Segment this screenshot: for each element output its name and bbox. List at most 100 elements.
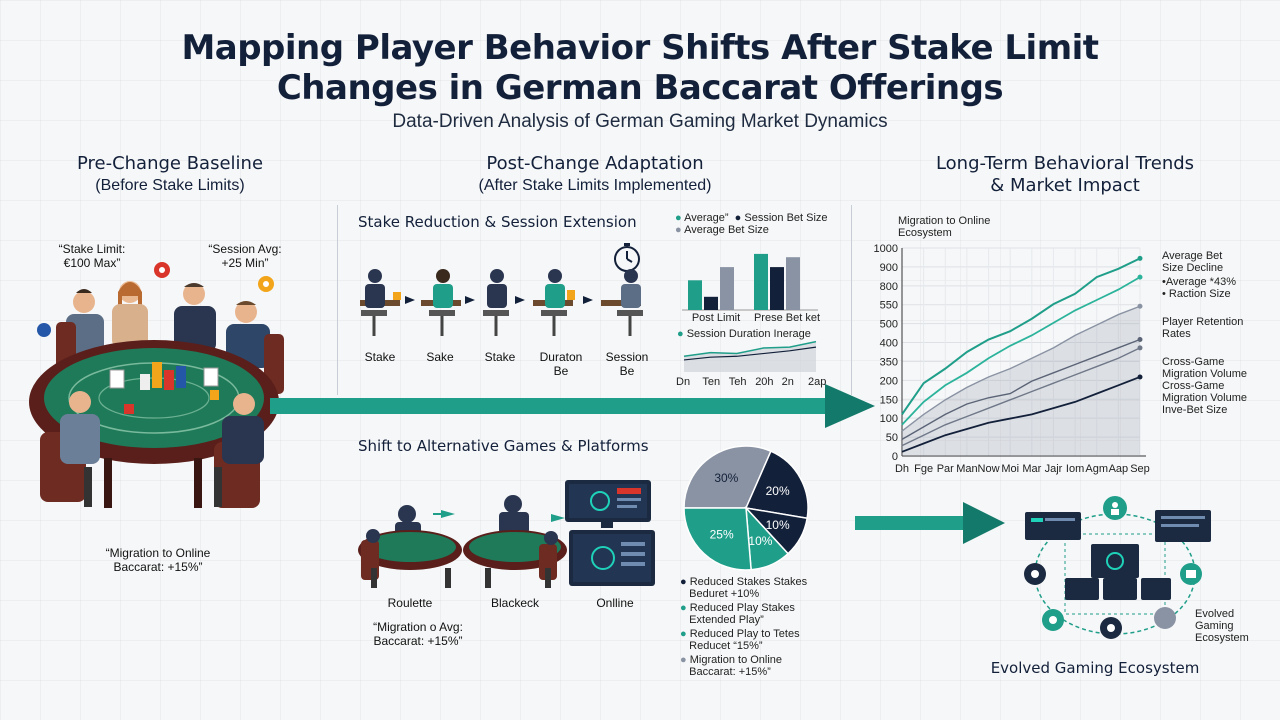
trend-line <box>901 347 1141 447</box>
x-tick-label: Agm <box>1085 463 1108 475</box>
game-label-online: Onlline <box>596 596 634 610</box>
x-tick-label: 2n <box>781 376 794 388</box>
y-tick-label: 200 <box>880 375 898 387</box>
middle-section-heading: Post-Change Adaptation (After Stake Limi… <box>430 153 760 197</box>
y-tick-label: 0 <box>892 451 898 463</box>
trend-chart-label-line-2: Ecosystem <box>898 227 952 239</box>
chip-stacks <box>124 362 219 414</box>
page-subtitle: Data-Driven Analysis of German Gaming Ma… <box>392 111 888 132</box>
trend-line <box>901 257 1141 415</box>
middle-heading-line-2: (After Stake Limits Implemented) <box>478 177 712 194</box>
x-tick-label: Jajr <box>1045 463 1063 475</box>
dashboard-screen-icon <box>1025 512 1081 540</box>
panel-alternative-games-title: Shift to Alternative Games & Platforms <box>358 437 649 455</box>
x-tick-label: Man <box>956 463 977 475</box>
ecosystem-side-label: Evolved Gaming Ecosystem <box>1195 608 1249 644</box>
casino-table-illustration <box>29 262 284 508</box>
session-duration-line <box>683 340 817 358</box>
session-duration-area <box>684 341 816 372</box>
y-tick-label: 500 <box>880 319 898 331</box>
y-tick-label: 550 <box>880 300 898 312</box>
trend-endpoint <box>1137 345 1143 351</box>
pie-legend-item: ● Reduced Play to Tetes Reducet “15%” <box>680 628 800 652</box>
x-tick-label: Now <box>978 463 1000 475</box>
pie-slice-label: 10% <box>766 518 790 532</box>
seated-figure-3 <box>483 269 509 336</box>
stake-sequence-illustration <box>360 269 643 336</box>
left-heading-line-2: (Before Stake Limits) <box>95 177 245 194</box>
x-tick-label: Iom <box>1066 463 1084 475</box>
y-tick-label: 50 <box>886 432 898 444</box>
y-tick-label: 150 <box>880 394 898 406</box>
bar <box>770 267 784 310</box>
playing-card-icon <box>203 367 219 387</box>
y-tick-label: 400 <box>880 338 898 350</box>
pie-legend-item: ● Migration to Online Baccarat: +15%” <box>680 654 783 678</box>
pie-slice <box>683 445 772 509</box>
x-tick-label: Dh <box>895 463 909 475</box>
middle-heading-line-1: Post-Change Adaptation <box>486 153 704 174</box>
central-monitor-icon <box>1091 544 1139 578</box>
trend-line <box>901 338 1141 440</box>
session-duration-legend: ● Session Duration Inerage <box>677 328 811 340</box>
transition-arrow-icon <box>270 384 875 428</box>
x-tick-label: Ten <box>702 376 721 388</box>
y-tick-label: 1000 <box>874 243 898 255</box>
alternative-games-illustration <box>358 480 655 588</box>
behavior-pie-chart: 30% 20% 10% 10% 25% <box>683 445 809 571</box>
pie-legend-item: ● Reduced Stakes Stakes Beduret +10% <box>680 576 808 600</box>
x-tick-label: Moi <box>1001 463 1019 475</box>
trend-endpoint <box>1137 303 1143 309</box>
x-tick-label: 20h <box>755 376 774 388</box>
bar <box>720 267 734 310</box>
blackjack-table-icon <box>463 495 567 588</box>
step-label: Stake <box>364 350 396 364</box>
trend-line <box>901 276 1141 426</box>
network-node-icon <box>1154 607 1176 629</box>
trend-label: Player Retention Rates <box>1162 316 1244 340</box>
long-term-trend-chart: 0 50 100 150 200 350 400 500 550 800 900 1000 Dh Fge… <box>874 243 1150 475</box>
x-tick-label: Aap <box>1109 463 1129 475</box>
seated-figure-5 <box>601 269 643 336</box>
x-tick-label: Fge <box>914 463 933 475</box>
seated-figure-1 <box>360 269 401 336</box>
step-label: Sake <box>426 350 454 364</box>
trend-label: Inve-Bet Size <box>1162 404 1228 416</box>
bar-legend-item-1: Average” <box>684 212 729 224</box>
trend-label: Average Bet Size Decline <box>1162 250 1224 274</box>
session-avg-quote-line-1: “Session Avg: <box>208 242 282 256</box>
trend-endpoint <box>1137 255 1143 261</box>
pie-legend: ● Reduced Stakes Stakes Beduret +10% ● R… <box>680 576 807 678</box>
trend-line-labels: Average Bet Size Decline •Average *43% • R… <box>1162 250 1247 416</box>
pie-slice <box>744 450 809 520</box>
bet-size-bar-chart <box>682 253 818 311</box>
x-tick-label: Teh <box>728 376 747 388</box>
right-heading-line-2: & Market Impact <box>990 175 1140 196</box>
bar-category-1: Post Limit <box>691 312 741 324</box>
bar-legend-item-2: Session Bet Size <box>744 212 828 224</box>
y-tick-label: 350 <box>880 356 898 368</box>
trend-label: •Average *43% • Raction Size <box>1162 276 1236 300</box>
left-migration-quote-line-2: Baccarat: +15%” <box>113 560 203 574</box>
trend-chart-label: Migration to Online Ecosystem <box>898 215 990 239</box>
trend-endpoint <box>1137 374 1143 380</box>
session-duration-chart <box>683 340 817 372</box>
middle-migration-quote-line-1: “Migration o Avg: <box>373 620 463 634</box>
x-tick-label: Mar <box>1022 463 1041 475</box>
playing-card-icon <box>109 369 125 389</box>
bar-legend-item-3: Average Bet Size <box>684 224 769 236</box>
pie-slice-label: 25% <box>710 527 734 541</box>
poker-chip-icon <box>37 323 51 337</box>
left-migration-quote-line-1: “Migration to Online <box>105 546 211 560</box>
x-tick-label: Sep <box>1130 463 1150 475</box>
pie-slice <box>683 507 752 571</box>
title-line-1: Mapping Player Behavior Shifts After Sta… <box>181 28 1099 68</box>
divider-left <box>337 205 338 395</box>
middle-migration-quote: “Migration o Avg: Baccarat: +15%” <box>358 620 478 648</box>
y-tick-label: 100 <box>880 413 898 425</box>
bar <box>688 280 702 310</box>
game-label-roulette: Roulette <box>387 596 433 610</box>
left-migration-quote: “Migration to Online Baccarat: +15%” <box>68 546 248 574</box>
trend-chart-label-line-1: Migration to Online <box>898 215 991 227</box>
session-duration-legend-label: Session Duration Inerage <box>686 328 811 340</box>
